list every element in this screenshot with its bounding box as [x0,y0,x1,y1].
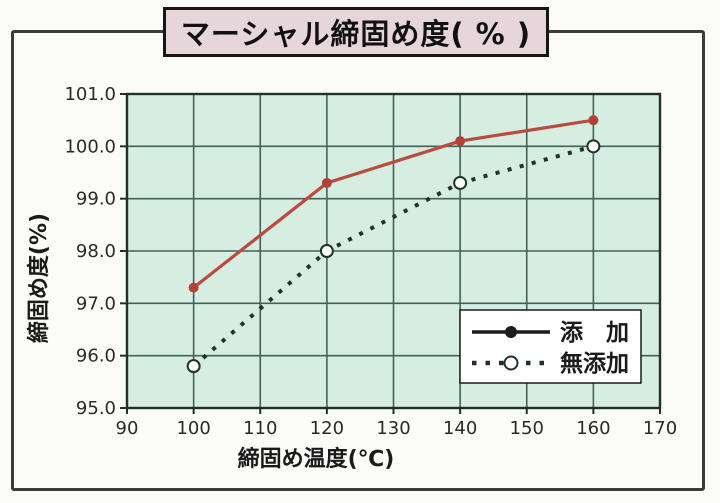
legend-label-added: 添 加 [560,320,629,346]
x-tick-label: 140 [443,418,477,439]
x-tick-label: 110 [243,418,277,439]
y-tick-label: 99.0 [76,189,116,210]
plot-area: 95.0 96.0 97.0 98.0 99.0 100.0 101.0 90 100 110 12… [64,84,677,439]
series-line-dotted [192,144,594,368]
legend: 添 加 無添加 [459,309,642,384]
x-tick-label: 130 [376,418,410,439]
y-axis-title: 締固め度(%) [26,213,52,343]
x-tick-label: 160 [576,418,610,439]
x-axis-title: 締固め温度(℃) [238,446,395,472]
data-point-open [586,139,601,154]
data-point-filled [588,115,599,126]
data-point-filled [188,282,199,293]
series-line-solid [192,118,594,289]
data-point-open [319,244,334,258]
data-point-open [453,175,468,190]
x-tick-label: 150 [510,418,544,439]
legend-filled-circle-marker [505,326,517,338]
y-tick-label: 100.0 [64,136,116,157]
x-tick-label: 100 [176,418,210,439]
chart-title: マーシャル締固め度( % ) [180,17,532,51]
x-tick-label: 120 [310,418,344,439]
legend-open-circle-marker [503,355,519,371]
legend-box [459,309,642,384]
data-point-filled [321,177,332,188]
legend-label-none: 無添加 [560,351,629,377]
data-point-filled [455,136,466,147]
y-tick-label: 101.0 [64,84,116,105]
chart-title-box: マーシャル締固め度( % ) [163,7,549,57]
x-tick-label: 90 [116,418,139,439]
y-tick-label: 98.0 [76,241,116,262]
y-tick-label: 96.0 [76,346,116,367]
data-point-open [186,359,201,374]
x-tick-label: 170 [643,418,677,439]
y-tick-label: 95.0 [76,398,116,419]
y-tick-label: 97.0 [76,293,116,314]
